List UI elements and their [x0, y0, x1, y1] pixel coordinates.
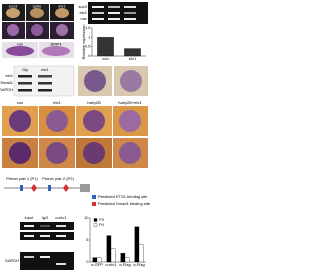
legend-label: P3: [99, 217, 105, 222]
label: Smad1: [0, 80, 13, 85]
bar: [124, 48, 141, 57]
label: hairy2B+etv1: [118, 100, 142, 105]
label: α-etv1: [55, 215, 67, 220]
y-tick-label: 1: [88, 34, 91, 39]
label: con: [17, 42, 23, 47]
bar: [120, 253, 126, 263]
x-tick-label: etv1: [129, 56, 137, 61]
label: Predicted ETS1 binding site: [98, 194, 148, 199]
bar: [96, 257, 102, 263]
bar: [110, 248, 116, 263]
label: sox3: [79, 4, 88, 9]
y-tick-label: 10: [84, 215, 89, 220]
schematic: [4, 184, 96, 206]
y-tick-label: 5: [86, 237, 89, 242]
bar: [124, 257, 130, 263]
y-tick-label: 1.5: [85, 25, 91, 30]
label: Primer pair 1 (P1): [6, 176, 38, 181]
bar: [106, 235, 112, 263]
label: IgG: [42, 215, 48, 220]
bar: [92, 257, 98, 263]
x-tick-label: α-GFP: [91, 262, 103, 267]
x-tick-label: con: [102, 56, 108, 61]
legend-swatch: [93, 223, 98, 227]
y-tick-label: 0: [86, 259, 89, 264]
label: input: [25, 215, 35, 220]
label: Predicted Smad1 binding site: [98, 201, 150, 206]
y-axis-label: Relative expression: [81, 25, 86, 60]
label: BMP4: [51, 42, 63, 47]
gel-b: [88, 2, 148, 24]
label: etv1: [58, 4, 66, 9]
label: etv1: [5, 73, 13, 78]
y-tick-label: 0.5: [85, 44, 91, 49]
bar: [97, 37, 114, 57]
label: GAPDH: [0, 87, 13, 92]
label: sphe: [33, 4, 42, 9]
western-blot: [13, 65, 148, 97]
label: GAPDH: [5, 258, 19, 263]
x-tick-label: α-Flag: [133, 262, 144, 267]
label: etv1: [53, 100, 61, 105]
label: hairy2B: [87, 100, 101, 105]
y-tick-label: 0: [88, 53, 91, 58]
label: con: [17, 100, 23, 105]
label: sox3: [9, 4, 18, 9]
label: Primer pair 2 (P2): [42, 176, 74, 181]
legend-label: P4: [99, 222, 105, 227]
label: Gly: [22, 67, 28, 72]
x-tick-label: α-Flag: [119, 262, 130, 267]
x-tick-label: α-etv1: [105, 262, 117, 267]
legend-swatch: [93, 218, 98, 222]
panel-a-images: [2, 4, 74, 39]
embryo-grid: [2, 106, 148, 168]
bar: [138, 244, 144, 263]
chip-gels: [20, 222, 74, 270]
bar: [134, 226, 140, 263]
label: etv1: [79, 10, 87, 15]
label: etv1: [41, 67, 49, 72]
embryo-row: [2, 42, 74, 58]
label: odc: [81, 16, 87, 21]
